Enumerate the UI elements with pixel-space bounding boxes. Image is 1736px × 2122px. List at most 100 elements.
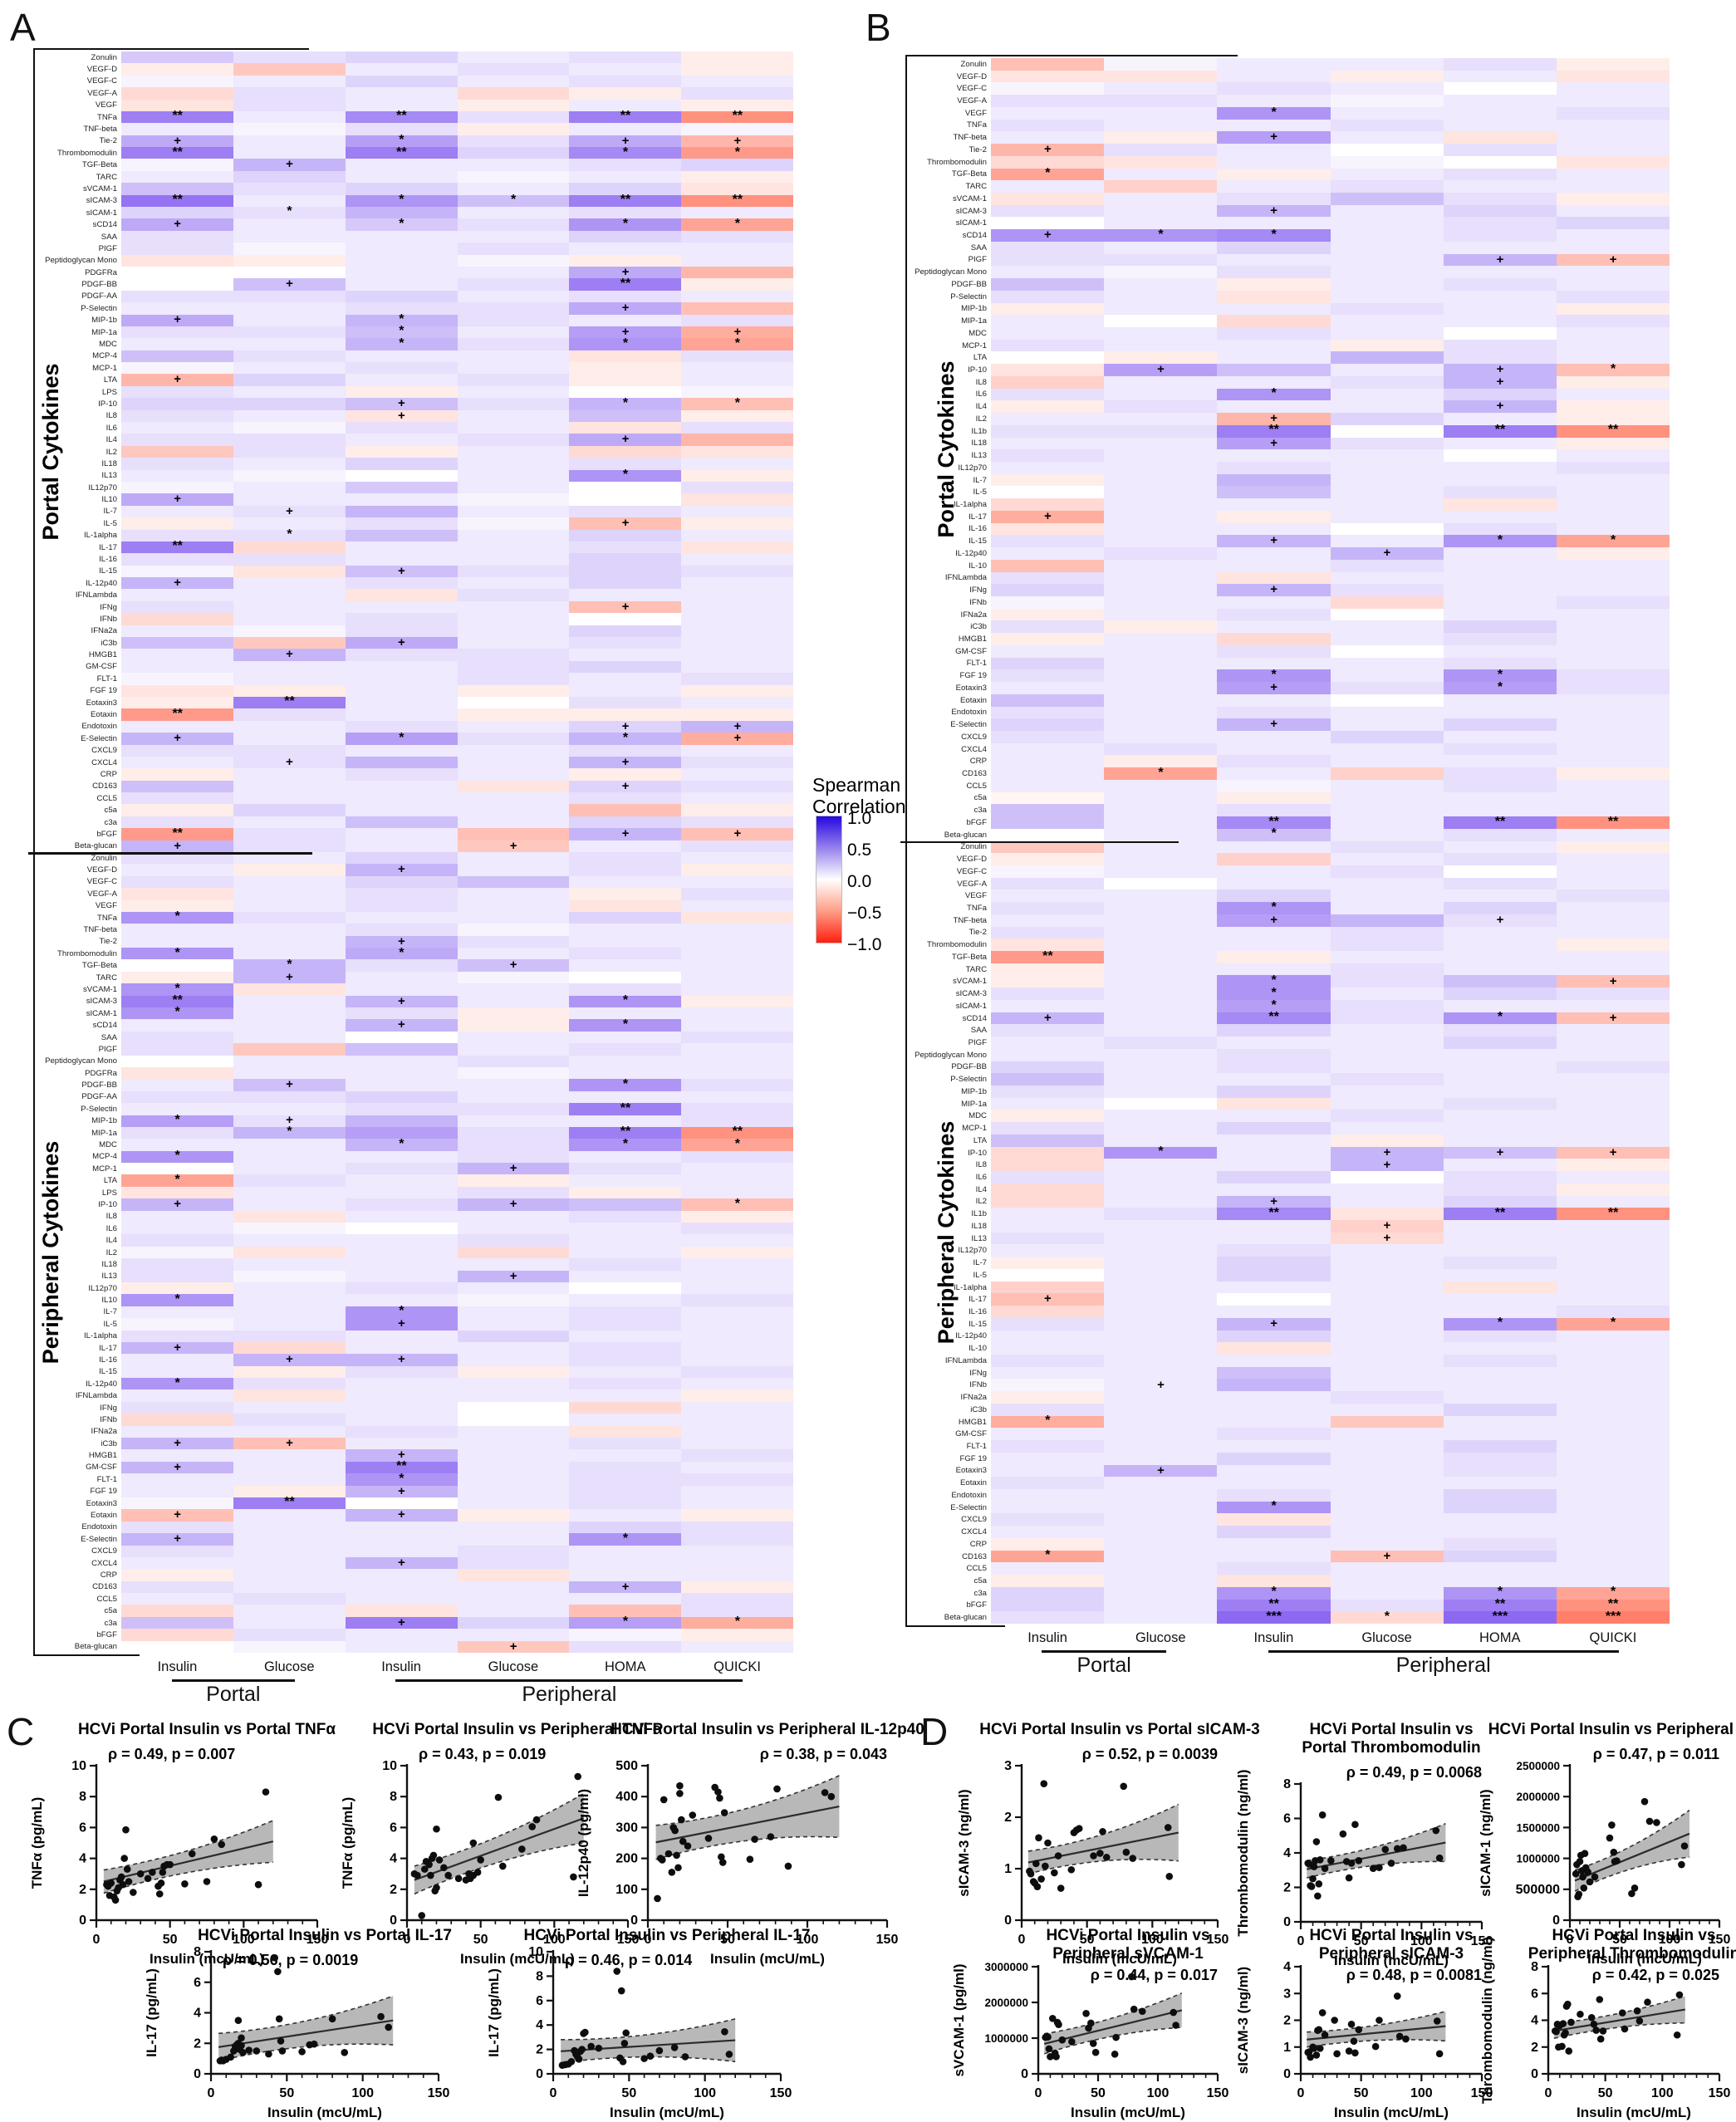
heatmap-cell (991, 559, 1105, 572)
heatmap-cell (233, 720, 346, 733)
heatmap-cell (233, 135, 346, 148)
significance-mark: + (1157, 1377, 1165, 1392)
significance-mark: + (174, 217, 182, 232)
heatmap-cell (345, 481, 458, 494)
heatmap-row-label: Eotaxin (960, 1478, 987, 1488)
heatmap-cell (1104, 253, 1218, 267)
x-tick-label: 50 (1354, 2086, 1369, 2100)
x-tick-label: 100 (543, 1933, 566, 1947)
y-tick-label: 4 (194, 2007, 201, 2021)
heatmap-cell (457, 1365, 570, 1379)
heatmap-row-label: Tie-2 (99, 937, 117, 947)
heatmap-cell (1217, 1355, 1331, 1368)
heatmap-cell (457, 696, 570, 709)
heatmap-cell (1330, 682, 1444, 695)
heatmap-cell (457, 1556, 570, 1570)
heatmap-cell (1556, 339, 1670, 352)
heatmap-cell (1330, 1171, 1444, 1184)
heatmap-cell (681, 1569, 794, 1582)
data-point (1307, 2053, 1314, 2061)
heatmap-cell (1104, 1562, 1218, 1576)
y-tick-label: 500000 (1516, 1883, 1560, 1897)
heatmap-cell (681, 600, 794, 614)
heatmap-cell (681, 422, 794, 434)
heatmap-cell (345, 469, 458, 483)
y-tick-label: 2 (194, 2036, 201, 2051)
heatmap-cell (1217, 1134, 1331, 1148)
heatmap-cell (681, 493, 794, 507)
heatmap-cell (121, 1246, 234, 1259)
heatmap-cell (1217, 1477, 1331, 1490)
heatmap-cell (121, 517, 234, 530)
heatmap-cell: ** (681, 109, 794, 124)
significance-mark: * (1497, 1010, 1503, 1025)
heatmap-cell (991, 1575, 1105, 1588)
heatmap-cell (1556, 1391, 1670, 1404)
heatmap-cell (681, 1234, 794, 1247)
heatmap-row-label: Thrombomodulin (57, 948, 117, 958)
heatmap-cell (681, 409, 794, 423)
heatmap-cell (1217, 302, 1331, 316)
heatmap-cell (457, 1497, 570, 1510)
x-tick-label: 100 (694, 2086, 716, 2100)
significance-mark: ** (1607, 423, 1619, 438)
x-tick-label: 100 (233, 1933, 255, 1947)
significance-mark: ** (1268, 1205, 1279, 1220)
column-label-glucose: Glucose (488, 1659, 539, 1674)
axis-title-portal-cytokines: Portal Cytokines (38, 363, 63, 541)
heatmap-cell (1330, 486, 1444, 499)
heatmap-cell (233, 194, 346, 208)
heatmap-cell (1330, 804, 1444, 817)
data-point (1316, 2045, 1324, 2052)
heatmap-cell (121, 1031, 234, 1044)
y-axis-label: IL-17 (pg/mL) (144, 1968, 159, 2057)
heatmap-row-label: MIP-1b (91, 1116, 117, 1126)
data-point (528, 1823, 537, 1830)
heatmap-cell (1556, 217, 1670, 230)
heatmap-row-label: MIP-1b (961, 1086, 987, 1096)
heatmap-cell (345, 959, 458, 973)
heatmap-cell (991, 58, 1105, 71)
heatmap-row-label: Tie-2 (99, 136, 117, 146)
heatmap-cell (1443, 706, 1557, 719)
heatmap-cell (233, 1616, 346, 1629)
heatmap-cell (1104, 1550, 1218, 1563)
significance-mark: * (622, 730, 629, 745)
heatmap-cell (1104, 375, 1218, 390)
heatmap-cell (345, 529, 458, 542)
heatmap-cell (345, 517, 458, 530)
x-tick-label: 50 (621, 2086, 636, 2100)
heatmap-cell: * (991, 1414, 1105, 1429)
data-point (1435, 2050, 1444, 2058)
y-axis-label: Thrombomodulin (ng/ml) (1479, 1937, 1495, 2104)
heatmap-row-label: MCP-1 (962, 1124, 987, 1134)
heatmap-cell (569, 708, 682, 722)
data-point (1120, 1782, 1128, 1791)
significance-mark: + (733, 826, 742, 841)
heatmap-cell (457, 875, 570, 889)
significance-mark: * (174, 1005, 180, 1020)
significance-mark: * (511, 193, 517, 208)
heatmap-cell (1104, 1599, 1218, 1612)
heatmap-cell (569, 911, 682, 924)
heatmap-cell (345, 1174, 458, 1188)
significance-mark: + (1383, 1218, 1391, 1233)
y-tick-label: 0 (194, 2067, 201, 2081)
heatmap-cell (1443, 1232, 1557, 1245)
heatmap-row-label: PDGF-BB (951, 1062, 987, 1072)
heatmap-cell (1330, 106, 1444, 120)
heatmap-cell (1443, 1122, 1557, 1135)
confidence-band (218, 1996, 394, 2061)
heatmap-cell (1443, 437, 1557, 450)
heatmap-cell (1217, 951, 1331, 964)
heatmap-cell (681, 1294, 794, 1307)
heatmap-cell (1556, 229, 1670, 243)
heatmap-cell (1443, 339, 1557, 352)
heatmap-cell: * (457, 193, 570, 208)
heatmap-cell (569, 1354, 682, 1367)
heatmap-cell (1330, 229, 1444, 243)
heatmap-cell (1443, 70, 1557, 83)
heatmap-cell (457, 888, 570, 901)
significance-mark: + (1496, 252, 1504, 267)
heatmap-cell (1443, 1257, 1557, 1270)
